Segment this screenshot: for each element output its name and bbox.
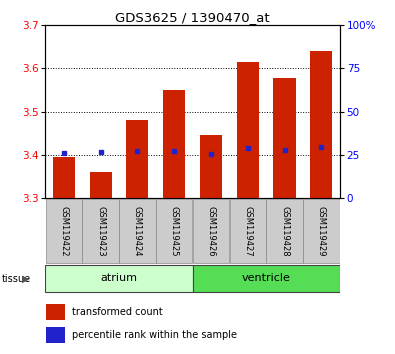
Bar [266,199,303,263]
Bar [193,199,229,263]
Bar [163,90,185,198]
Bar [193,265,340,292]
Text: ventricle: ventricle [242,273,291,283]
Bar [83,199,119,263]
Text: GSM119423: GSM119423 [96,206,105,256]
Text: percentile rank within the sample: percentile rank within the sample [71,330,237,340]
Text: GSM119427: GSM119427 [243,206,252,256]
Text: GSM119426: GSM119426 [207,206,215,256]
Bar [45,199,82,263]
Text: GSM119425: GSM119425 [170,206,179,256]
Bar [156,199,192,263]
Bar [53,157,75,198]
Text: atrium: atrium [100,273,137,283]
Text: GSM119424: GSM119424 [133,206,142,256]
Text: ▶: ▶ [22,274,29,284]
Bar [45,304,65,320]
Bar [237,62,259,198]
Text: GSM119428: GSM119428 [280,206,289,256]
Bar [303,199,340,263]
Bar [310,51,332,198]
Text: transformed count: transformed count [71,307,162,317]
Text: GSM119429: GSM119429 [317,206,326,256]
Text: GSM119422: GSM119422 [59,206,68,256]
Bar [45,327,65,343]
Bar [229,199,266,263]
Bar [90,172,112,198]
Bar [273,78,295,198]
Bar [126,120,149,198]
Title: GDS3625 / 1390470_at: GDS3625 / 1390470_at [115,11,270,24]
Bar [200,135,222,198]
Text: tissue: tissue [2,274,31,284]
Bar [119,199,156,263]
Bar [45,265,193,292]
